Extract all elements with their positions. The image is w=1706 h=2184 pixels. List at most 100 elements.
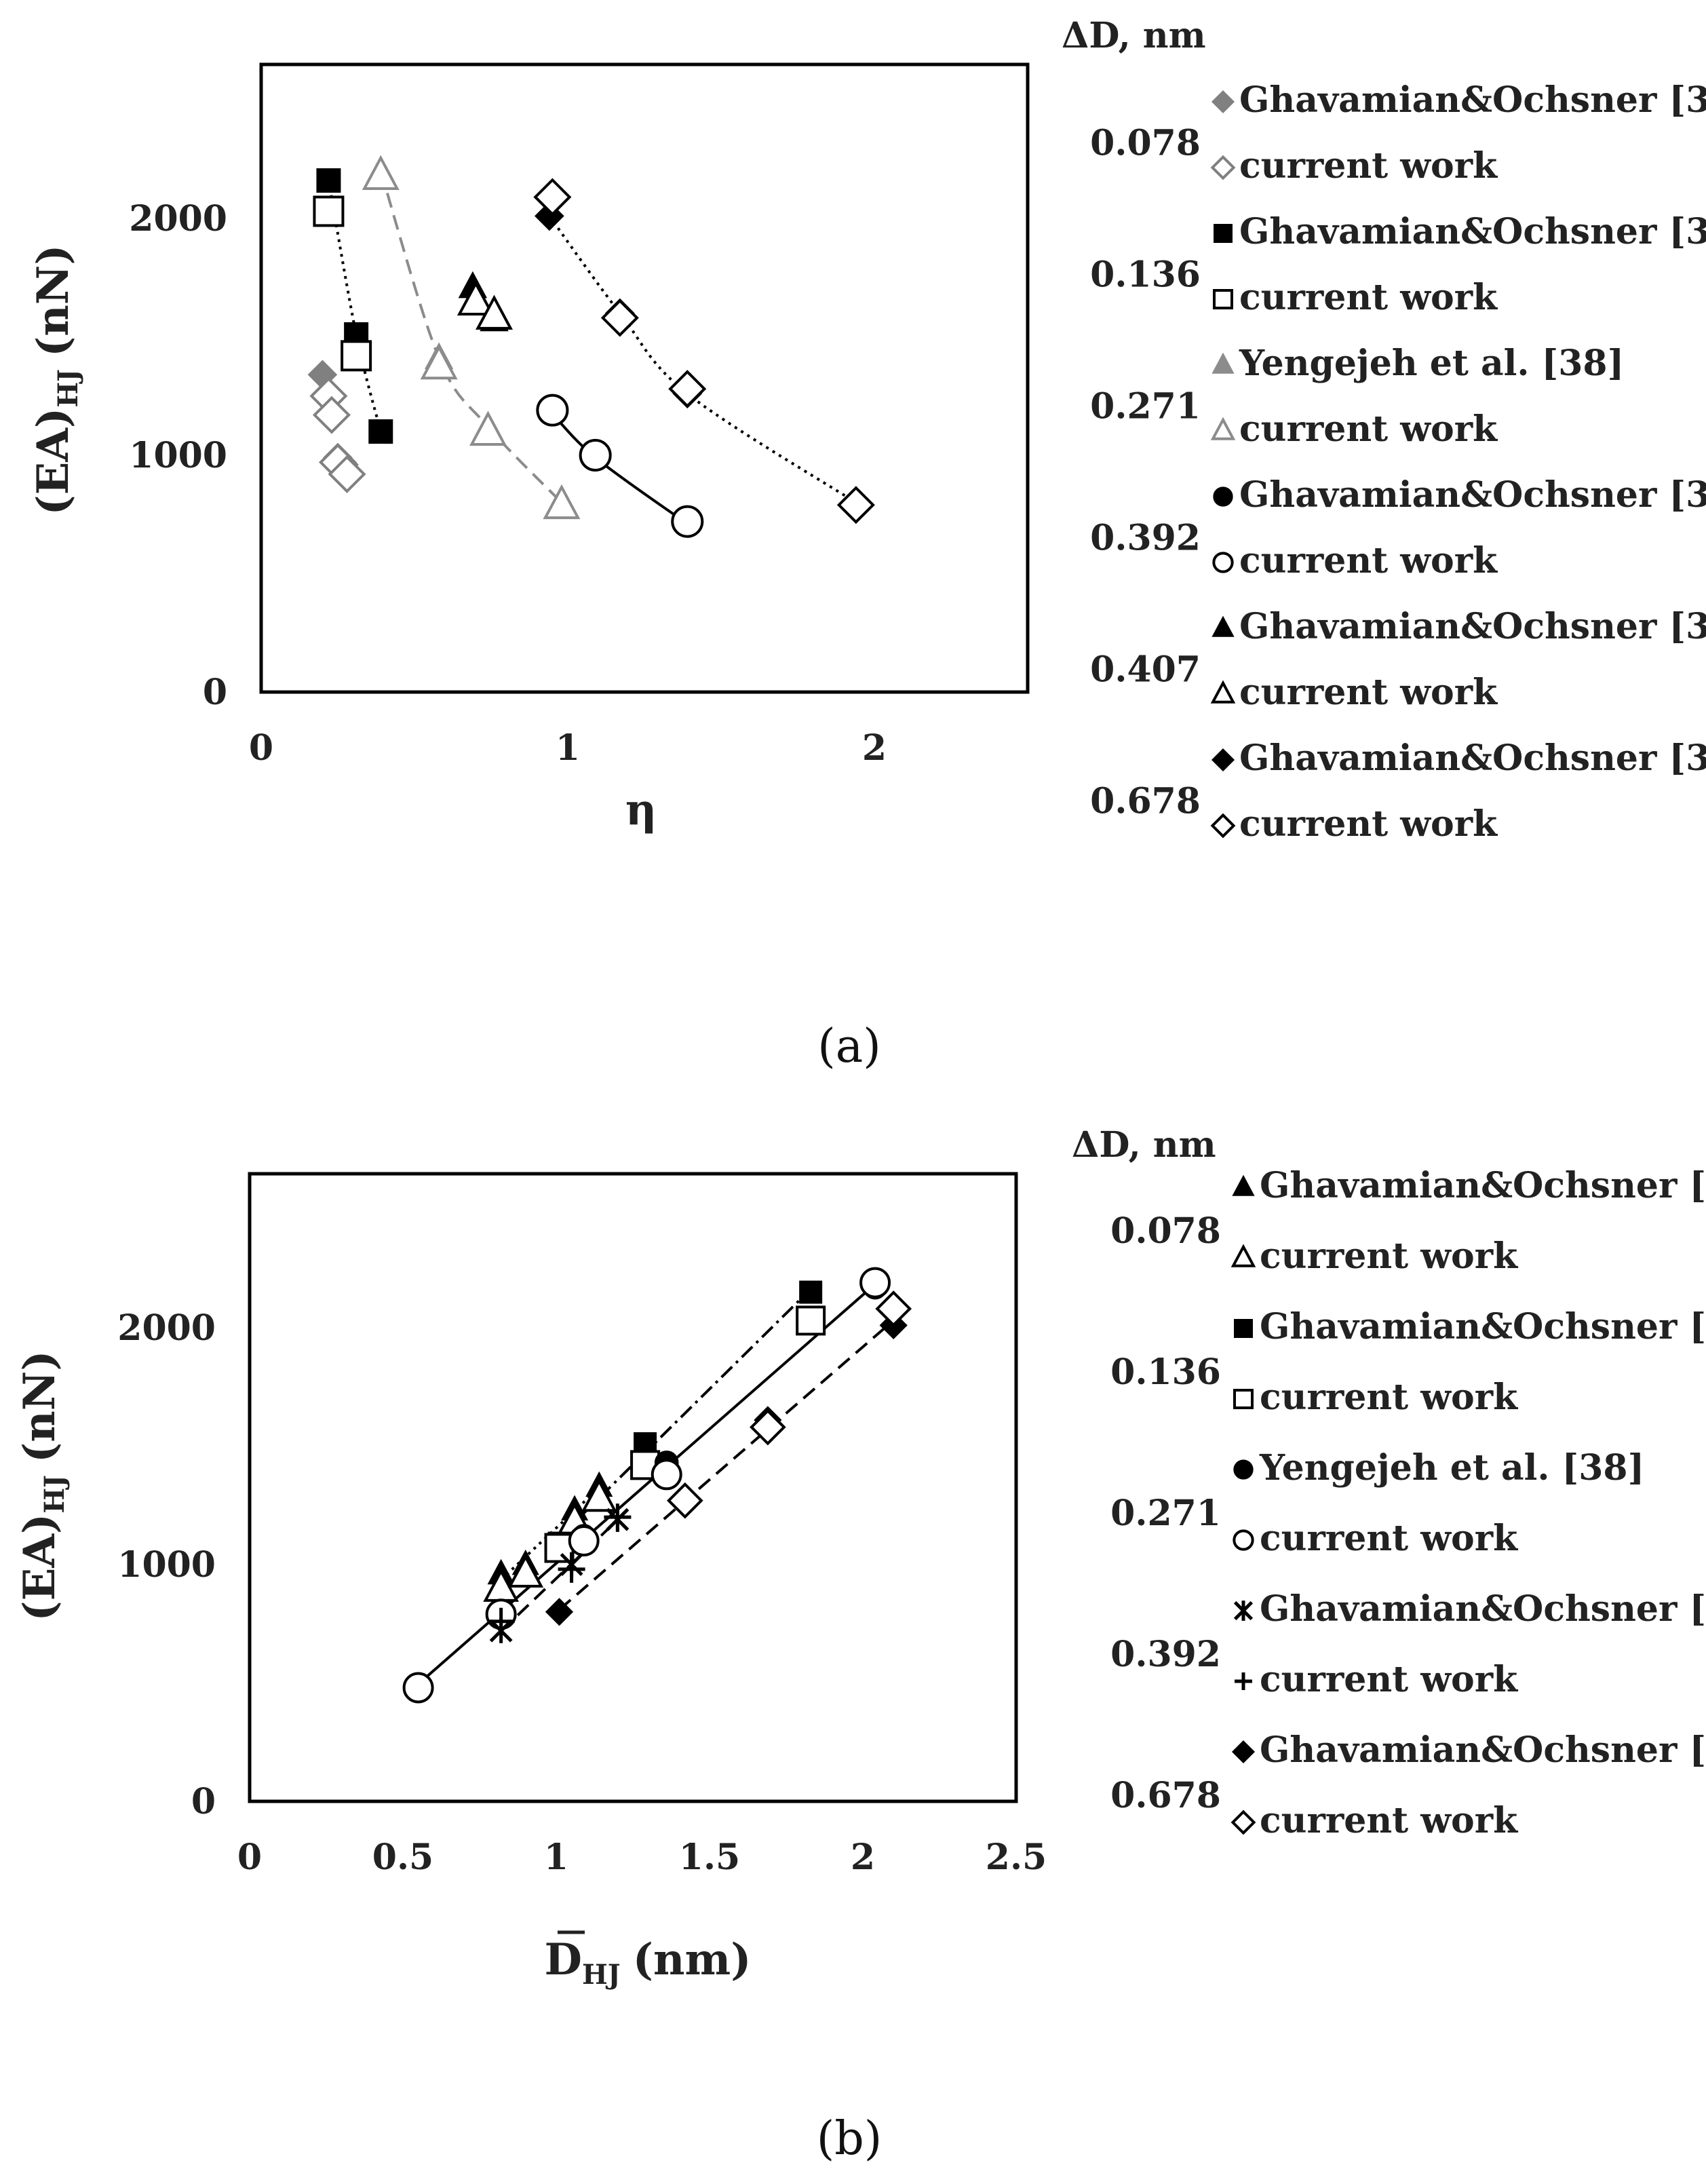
- x-tick-label: 2: [862, 727, 887, 769]
- legend-label-cur: current work: [1239, 803, 1498, 845]
- point-cur-0.678: [600, 299, 639, 337]
- legend-marker-cur: [1230, 1244, 1256, 1267]
- legend-label-cur: current work: [1239, 145, 1498, 187]
- legend-label-cur: current work: [1239, 540, 1498, 581]
- legend-marker-cur: [1210, 813, 1236, 839]
- trend-line-0.392: [500, 1518, 619, 1632]
- legend-b: 0.078 Ghavamian&Ochsner [35] current work 0…: [1110, 1165, 1706, 1841]
- point-cur-0.136: [544, 1533, 575, 1563]
- x-tick-label: 1: [556, 727, 580, 769]
- legend-dd-value: 0.136: [1090, 254, 1201, 296]
- trend-line-0.271: [417, 1283, 876, 1685]
- legend-marker-ref: [1213, 486, 1233, 507]
- legend-marker-ref: [1233, 1601, 1254, 1621]
- legend-label-ref: Ghavamian&Ochsner [35]: [1260, 1306, 1706, 1347]
- legend-marker-ref: [1231, 1740, 1256, 1764]
- x-label-main-b: D: [544, 1934, 582, 1985]
- point-cur-0.407: [476, 294, 513, 330]
- y-tick-label: 1000: [129, 435, 227, 476]
- point-cur-0.078: [312, 396, 351, 434]
- y-label-unit-b: (nN): [14, 1350, 65, 1463]
- legend-label-ref: Yengejeh et al. [38]: [1259, 1447, 1644, 1489]
- y-axis-label-a: (EA)HJ (nN): [28, 244, 84, 515]
- point-cur-0.407: [457, 280, 495, 315]
- legend-marker-cur: [1233, 1529, 1254, 1551]
- legend-marker-cur: [1212, 552, 1234, 573]
- point-cur-0.271: [469, 410, 507, 446]
- y-tick-label: 0: [191, 1781, 216, 1822]
- tick-labels-b: 0 0.5 1 1.5 2 2.5 0 1000 2000: [117, 1307, 1047, 1878]
- legend-dd-value: 0.392: [1110, 1634, 1221, 1675]
- x-tick-label: 2: [851, 1837, 875, 1878]
- point-cur-0.678: [836, 486, 875, 524]
- y-tick-label: 2000: [129, 198, 227, 240]
- caption-b: (b): [817, 2112, 883, 2166]
- y-label-unit-a: (nN): [28, 244, 79, 357]
- panel-a: 0 1 2 0 1000 2000 η (EA)HJ (nN) ΔD, nm 0.078 Gh…: [28, 15, 1706, 1073]
- legend-marker-cur: [1213, 289, 1233, 309]
- point-cur-0.271: [420, 344, 458, 380]
- legend-marker-ref: [1234, 1319, 1253, 1338]
- legend-dd-value: 0.078: [1110, 1210, 1221, 1252]
- legend-dd-value: 0.678: [1110, 1775, 1221, 1816]
- legend-marker-cur: [1233, 1389, 1254, 1409]
- legend-marker-ref: [1232, 1174, 1255, 1196]
- point-cur-0.392: [487, 1607, 515, 1635]
- x-tick-label: 2.5: [986, 1837, 1047, 1878]
- point-cur-0.271: [402, 1672, 434, 1704]
- y-label-main-b: (EA): [14, 1514, 65, 1622]
- plot-area-a: [259, 62, 1030, 694]
- tick-labels-a: 0 1 2 0 1000 2000: [129, 198, 887, 769]
- legend-marker-ref: [1211, 748, 1235, 772]
- legend-label-ref: Ghavamian&Ochsner [35]: [1239, 211, 1706, 252]
- panel-b: 0 0.5 1 1.5 2 2.5 0 1000 2000 D HJ (nm) (EA)HJ (nN)…: [14, 1124, 1706, 2166]
- y-axis-label-b: (EA)HJ (nN): [14, 1350, 71, 1621]
- data-points-a: [307, 155, 875, 538]
- trend-line-0.271: [379, 170, 563, 504]
- point-cur-0.678: [667, 1482, 703, 1519]
- point-cur-0.392: [579, 438, 612, 472]
- point-cur-0.392: [536, 394, 569, 427]
- point-cur-0.392: [558, 1555, 585, 1583]
- legend-dd-value: 0.271: [1110, 1493, 1221, 1534]
- point-cur-0.271: [362, 155, 400, 190]
- point-cur-0.078: [328, 455, 366, 493]
- point-cur-0.271: [651, 1459, 682, 1491]
- x-label-unit-b: (nm): [633, 1934, 752, 1985]
- legend-dd-value: 0.678: [1090, 781, 1201, 822]
- y-tick-label: 2000: [117, 1307, 216, 1349]
- point-cur-0.271: [568, 1525, 600, 1557]
- x-tick-label: 1: [544, 1837, 568, 1878]
- legend-label-ref: Ghavamian&Ochsner [35]: [1239, 606, 1706, 647]
- point-cur-0.392: [671, 505, 704, 538]
- legend-label-cur: current work: [1260, 1235, 1518, 1277]
- legend-marker-cur: [1210, 680, 1236, 704]
- legend-marker-ref: [1233, 1459, 1254, 1480]
- trend-line-0.678: [558, 1319, 895, 1611]
- legend-label-cur: current work: [1260, 1800, 1518, 1841]
- point-ref-0.136: [799, 1280, 823, 1304]
- point-cur-0.136: [796, 1305, 826, 1336]
- point-cur-0.078: [507, 1554, 544, 1588]
- legend-marker-ref: [1214, 224, 1233, 243]
- x-tick-label: 1.5: [679, 1837, 740, 1878]
- x-tick-label: 0: [237, 1837, 262, 1878]
- legend-a: 0.078 Ghavamian&Ochsner [35] current work 0…: [1090, 79, 1706, 845]
- legend-label-ref: Yengejeh et al. [38]: [1239, 343, 1624, 384]
- legend-label-cur: current work: [1239, 408, 1498, 450]
- y-tick-label: 1000: [117, 1544, 216, 1586]
- point-cur-0.271: [859, 1267, 891, 1299]
- legend-dd-value: 0.407: [1090, 649, 1201, 691]
- legend-dd-value: 0.271: [1090, 386, 1201, 427]
- point-ref-0.136: [316, 168, 341, 193]
- legend-dd-value: 0.392: [1090, 518, 1201, 559]
- legend-title-b: ΔD, nm: [1072, 1124, 1216, 1166]
- legend-title-a: ΔD, nm: [1062, 15, 1206, 56]
- point-cur-0.678: [533, 178, 572, 216]
- x-tick-label: 0.5: [372, 1837, 433, 1878]
- y-label-sub-b: HJ: [39, 1475, 71, 1514]
- caption-a: (a): [817, 1020, 881, 1073]
- point-ref-0.136: [368, 419, 393, 444]
- trend-line-0.678: [548, 215, 857, 504]
- legend-dd-value: 0.136: [1110, 1352, 1221, 1393]
